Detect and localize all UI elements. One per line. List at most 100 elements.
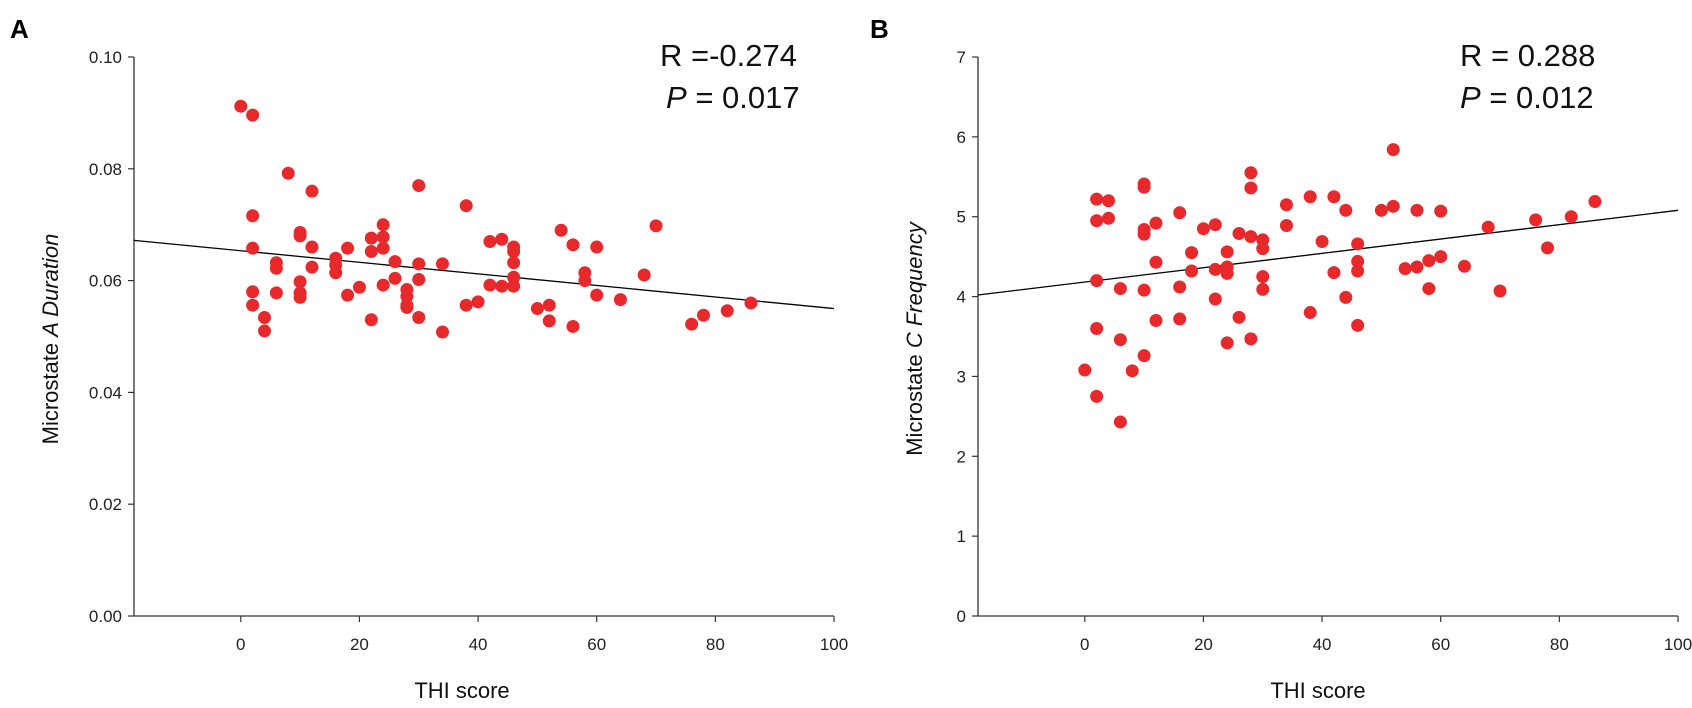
- data-point-b: [1244, 166, 1258, 180]
- data-point-a: [246, 108, 260, 122]
- data-point-a: [388, 271, 402, 285]
- y-tick-label-b: 6: [957, 128, 966, 147]
- data-point-a: [246, 298, 260, 312]
- data-point-a: [507, 270, 521, 284]
- data-point-b: [1422, 254, 1436, 268]
- data-point-b: [1339, 290, 1353, 304]
- data-point-b: [1303, 190, 1317, 204]
- data-point-b: [1327, 190, 1341, 204]
- data-point-b: [1173, 312, 1187, 326]
- data-point-b: [1137, 349, 1151, 363]
- data-point-a: [530, 302, 544, 316]
- data-point-a: [329, 266, 343, 280]
- data-point-b: [1279, 218, 1293, 232]
- data-point-a: [352, 280, 366, 294]
- data-point-b: [1339, 203, 1353, 217]
- data-point-a: [471, 295, 485, 309]
- x-tick-label-b: 40: [1313, 635, 1332, 654]
- data-point-b: [1113, 282, 1127, 296]
- y-tick-label-b: 3: [957, 367, 966, 386]
- data-point-b: [1090, 192, 1104, 206]
- x-tick-label-a: 20: [350, 635, 369, 654]
- data-point-a: [246, 285, 260, 299]
- data-point-b: [1386, 199, 1400, 213]
- data-point-b: [1149, 216, 1163, 230]
- data-point-b: [1232, 310, 1246, 324]
- y-tick-label-a: 0.06: [89, 272, 122, 291]
- data-point-b: [1220, 266, 1234, 280]
- stat-p-value: = 0.017: [695, 80, 799, 115]
- data-point-a: [412, 179, 426, 193]
- x-tick-label-b: 0: [1080, 635, 1089, 654]
- data-point-a: [744, 296, 758, 310]
- data-point-b: [1351, 318, 1365, 332]
- data-point-a: [376, 218, 390, 232]
- data-point-b: [1208, 292, 1222, 306]
- data-point-a: [364, 231, 378, 245]
- data-point-b: [1102, 194, 1116, 208]
- data-point-a: [246, 209, 260, 223]
- y-tick-label-a: 0.02: [89, 495, 122, 514]
- data-point-a: [459, 298, 473, 312]
- x-tick-label-b: 100: [1664, 635, 1692, 654]
- data-point-b: [1113, 333, 1127, 347]
- data-point-a: [507, 245, 521, 259]
- stat-r-value: -0.274: [709, 38, 797, 73]
- stat-p-label: P: [666, 80, 687, 115]
- data-point-b: [1588, 195, 1602, 209]
- stat-p-label: P: [1460, 80, 1481, 115]
- data-point-a: [720, 304, 734, 318]
- stat-p-value: = 0.012: [1489, 80, 1593, 115]
- data-point-a: [566, 238, 580, 252]
- stat-r-value: 0.288: [1518, 38, 1596, 73]
- data-point-a: [685, 317, 699, 331]
- y-tick-label-b: 1: [957, 527, 966, 546]
- x-tick-label-b: 60: [1431, 635, 1450, 654]
- data-point-b: [1457, 259, 1471, 273]
- data-point-a: [483, 234, 497, 248]
- y-tick-label-a: 0.08: [89, 160, 122, 179]
- data-point-b: [1256, 270, 1270, 284]
- y-tick-label-b: 5: [957, 208, 966, 227]
- data-point-b: [1232, 226, 1246, 240]
- data-point-b: [1137, 180, 1151, 194]
- data-point-a: [507, 256, 521, 270]
- y-axis-title-prefix: Microstate: [902, 348, 927, 456]
- data-point-a: [269, 286, 283, 300]
- stat-p-b: P = 0.012: [1460, 80, 1594, 115]
- data-point-a: [507, 279, 521, 293]
- data-point-a: [400, 300, 414, 314]
- data-point-b: [1386, 143, 1400, 157]
- data-point-b: [1374, 203, 1388, 217]
- panel-b: B R = 0.288 P = 0.012 THI score Microsta…: [870, 14, 1692, 703]
- data-point-b: [1327, 266, 1341, 280]
- x-axis-title-a: THI score: [414, 678, 509, 703]
- data-point-a: [305, 184, 319, 198]
- data-point-b: [1410, 260, 1424, 274]
- data-point-b: [1256, 242, 1270, 256]
- data-point-b: [1540, 241, 1554, 255]
- y-tick-label-a: 0.04: [89, 383, 122, 402]
- data-point-b: [1113, 415, 1127, 429]
- data-point-b: [1434, 250, 1448, 264]
- data-point-b: [1196, 222, 1210, 236]
- data-point-a: [435, 325, 449, 339]
- data-point-b: [1279, 198, 1293, 212]
- data-point-a: [554, 223, 568, 237]
- data-point-a: [388, 255, 402, 269]
- data-point-b: [1244, 332, 1258, 346]
- data-point-b: [1351, 237, 1365, 251]
- data-point-b: [1351, 264, 1365, 278]
- data-point-a: [435, 257, 449, 271]
- data-point-a: [412, 257, 426, 271]
- data-point-a: [305, 260, 319, 274]
- data-point-a: [281, 166, 295, 180]
- data-point-b: [1398, 262, 1412, 276]
- data-point-b: [1137, 283, 1151, 297]
- data-point-a: [495, 232, 509, 246]
- data-point-a: [542, 314, 556, 328]
- data-point-b: [1434, 204, 1448, 218]
- stat-r-b: R = 0.288: [1460, 38, 1595, 73]
- data-point-a: [364, 245, 378, 259]
- x-tick-label-a: 80: [706, 635, 725, 654]
